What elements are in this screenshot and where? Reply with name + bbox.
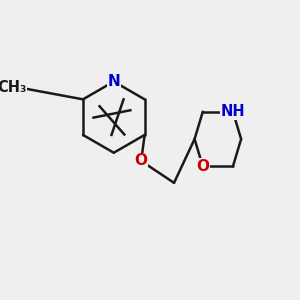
Text: CH₃: CH₃ bbox=[0, 80, 26, 94]
Text: O: O bbox=[196, 159, 209, 174]
Text: N: N bbox=[107, 74, 120, 89]
Text: O: O bbox=[135, 154, 148, 169]
Text: NH: NH bbox=[220, 104, 245, 119]
